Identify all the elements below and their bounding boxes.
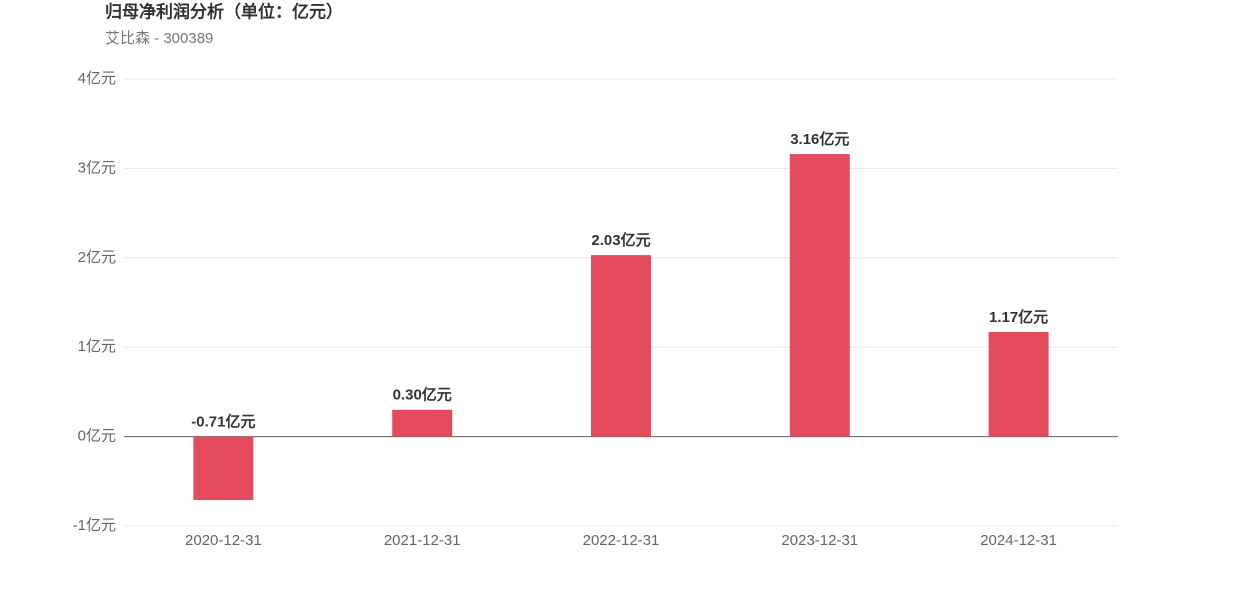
x-tick-label: 2024-12-31 — [980, 532, 1057, 549]
value-label: 1.17亿元 — [989, 308, 1048, 326]
value-label: 2.03亿元 — [591, 231, 650, 249]
bar — [392, 409, 453, 437]
x-tick-label: 2022-12-31 — [583, 532, 660, 549]
chart-subtitle: 艾比森 - 300389 — [105, 30, 213, 47]
x-tick-label: 2023-12-31 — [781, 532, 858, 549]
bar — [193, 436, 254, 501]
chart-title: 归母净利润分析（单位：亿元） — [105, 1, 343, 21]
y-tick-label: 1亿元 — [78, 338, 116, 355]
x-tick-label: 2021-12-31 — [384, 532, 461, 549]
bar — [988, 332, 1049, 437]
y-tick-label: 4亿元 — [78, 70, 116, 87]
bar — [591, 255, 651, 437]
value-label: 0.30亿元 — [393, 386, 452, 404]
y-tick-label: 2亿元 — [78, 249, 116, 266]
value-label: -0.71亿元 — [191, 413, 255, 431]
bar — [789, 154, 850, 437]
y-tick-label: 0亿元 — [78, 428, 116, 445]
x-tick-label: 2020-12-31 — [185, 532, 262, 549]
y-tick-label: -1亿元 — [73, 517, 116, 534]
value-label: 3.16亿元 — [790, 130, 849, 148]
y-tick-label: 3亿元 — [78, 159, 116, 176]
